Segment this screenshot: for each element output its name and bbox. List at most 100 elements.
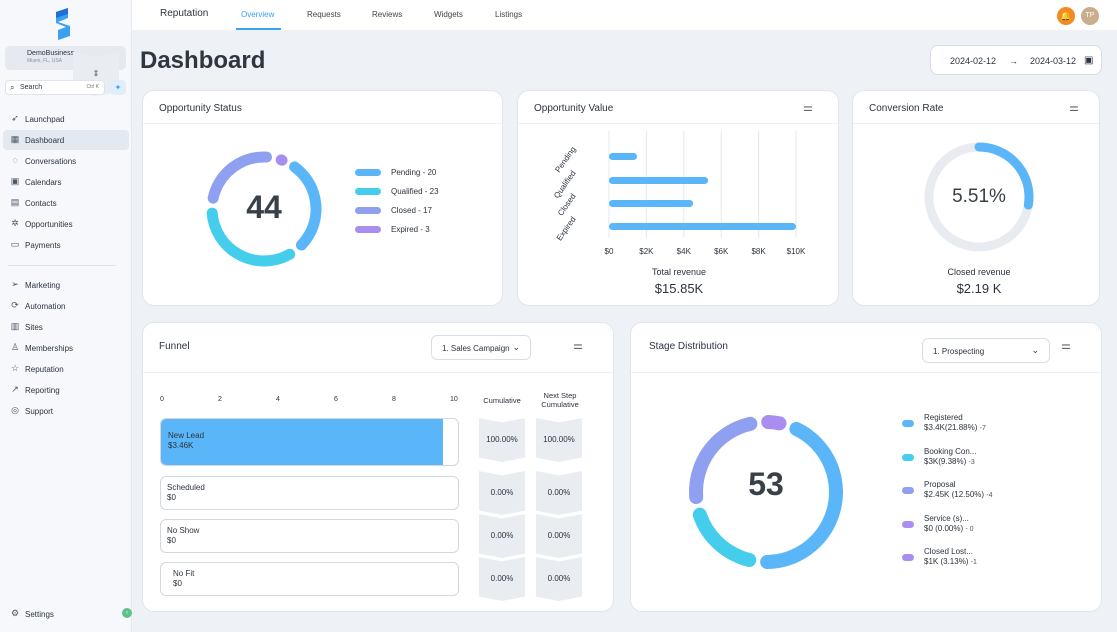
funnel-stage-name: Scheduled	[167, 483, 205, 492]
sidebar-item-label: Opportunities	[25, 220, 73, 229]
sidebar-item-label: Payments	[25, 241, 61, 250]
donut-segment	[689, 414, 843, 569]
avatar[interactable]: TP	[1081, 7, 1099, 25]
search-icon: ⌕	[10, 83, 15, 92]
account-switcher[interactable]: DemoBusiness Miami, FL, USA ⇕	[5, 46, 126, 96]
card-title: Stage Distribution	[649, 341, 728, 352]
column-header-line: Next Step	[543, 391, 577, 400]
card-divider	[143, 372, 613, 373]
y-category-label: Expired	[555, 215, 578, 242]
axis-tick: 8	[392, 396, 396, 403]
sidebar-item-reporting[interactable]: ↗ Reporting	[3, 380, 129, 400]
total-revenue-label: Total revenue	[651, 267, 707, 277]
chevron-down-icon: ⌄	[512, 342, 520, 352]
filter-sliders-icon[interactable]: ⚌	[803, 102, 813, 114]
send-icon: ➢	[11, 279, 19, 289]
funnel-stage: No Show $0	[167, 526, 199, 546]
quick-action-button[interactable]: ✦	[110, 80, 126, 95]
sidebar-item-opportunities[interactable]: ✲ Opportunities	[3, 214, 129, 234]
cumulative-cell: 100.00%	[479, 418, 525, 462]
next-step-cell: 0.00%	[536, 514, 582, 558]
tab-reviews[interactable]: Reviews	[372, 10, 403, 19]
column-header-line: Cumulative	[541, 400, 579, 409]
sidebar-item-contacts[interactable]: ▤ Contacts	[3, 193, 129, 213]
sidebar-item-conversations[interactable]: ◌ Conversations	[3, 151, 129, 171]
tab-requests[interactable]: Requests	[307, 10, 341, 19]
axis-tick: 6	[334, 396, 338, 403]
legend-swatch	[902, 420, 914, 427]
collapse-sidebar-button[interactable]: ‹	[122, 608, 132, 618]
legend-detail: $2.45K (12.50%)	[924, 490, 985, 499]
filter-sliders-icon[interactable]: ⚌	[573, 340, 583, 352]
payments-icon: ▭	[10, 239, 20, 249]
conversion-rate-card: Conversion Rate ⚌ 5.51% Closed revenue $…	[852, 90, 1100, 306]
sidebar-item-label: Automation	[25, 302, 66, 311]
date-range-picker[interactable]: 2024-02-12 → 2024-03-12 ▣	[930, 45, 1102, 75]
sidebar-item-label: Reputation	[25, 365, 64, 374]
sidebar-item-payments[interactable]: ▭ Payments	[3, 235, 129, 255]
sidebar-item-automation[interactable]: ⟳ Automation	[3, 296, 129, 316]
sidebar-item-settings[interactable]: ⚙ Settings	[3, 604, 129, 624]
sparkle-icon: ✦	[114, 83, 122, 92]
sidebar-item-label: Marketing	[25, 281, 61, 290]
next-step-cell: 0.00%	[536, 557, 582, 601]
sidebar-item-reputation[interactable]: ☆ Reputation	[3, 359, 129, 379]
next-step-cell: 0.00%	[536, 471, 582, 515]
sidebar-item-label: Dashboard	[25, 136, 65, 145]
legend-name: Closed Lost...	[924, 547, 973, 556]
funnel-stage-name: No Fit	[173, 569, 195, 578]
sidebar-item-label: Contacts	[25, 199, 57, 208]
y-category-label: Pending	[553, 145, 577, 174]
sidebar-item-marketing[interactable]: ➢ Marketing	[3, 275, 129, 295]
tab-listings[interactable]: Listings	[495, 10, 523, 19]
legend-swatch	[902, 521, 914, 528]
rocket-icon: ➶	[11, 113, 19, 123]
search-input[interactable]: ⌕ Search Ctrl K	[5, 80, 105, 95]
sidebar-item-label: Reporting	[25, 386, 60, 395]
legend-swatch	[902, 454, 914, 461]
page-title: Dashboard	[140, 47, 266, 74]
legend-item: Qualified - 23	[391, 187, 439, 196]
funnel-stage-name: No Show	[167, 526, 200, 535]
account-location: Miami, FL, USA	[27, 58, 63, 64]
memberships-icon: ♙	[10, 342, 20, 352]
legend-name: Service (s)...	[924, 514, 969, 523]
donut-segment	[689, 414, 843, 569]
legend-swatch	[355, 188, 381, 195]
opportunity-value-card: Opportunity Value ⚌ $0 $2K $4K $6K $8K $10K Pe…	[517, 90, 839, 306]
legend-item: Closed - 17	[391, 206, 432, 215]
tab-widgets[interactable]: Widgets	[434, 10, 463, 19]
sidebar-item-dashboard[interactable]: ▦ Dashboard	[3, 130, 129, 150]
conversion-rate-gauge	[924, 142, 1034, 252]
notifications-button[interactable]: 🔔	[1057, 7, 1075, 25]
chart-line-icon: ↗	[11, 384, 19, 394]
sidebar-item-support[interactable]: ◎ Support	[3, 401, 129, 421]
funnel-stage-value: $3.46K	[168, 441, 194, 450]
sidebar-item-memberships[interactable]: ♙ Memberships	[3, 338, 129, 358]
date-start: 2024-02-12	[950, 56, 997, 66]
filter-sliders-icon[interactable]: ⚌	[1061, 340, 1071, 352]
pipeline-stage-select[interactable]: 1. Prospecting ⌄	[922, 338, 1050, 363]
funnel-stage: Scheduled $0	[167, 483, 205, 503]
sidebar-divider	[8, 265, 116, 266]
legend-delta: -1	[970, 559, 977, 566]
opportunities-icon: ✲	[11, 218, 19, 228]
axis-tick: 4	[276, 396, 280, 403]
sidebar-item-calendars[interactable]: ▣ Calendars	[3, 172, 129, 192]
legend-detail: $3.4K(21.88%)	[924, 423, 978, 432]
legend-detail: $0 (0.00%)	[924, 524, 964, 533]
stage-distribution-donut	[689, 414, 843, 569]
sidebar-item-launchpad[interactable]: ➶ Launchpad	[3, 109, 129, 129]
legend-swatch	[902, 487, 914, 494]
bar	[609, 153, 638, 160]
x-tick-label: $2K	[639, 247, 654, 256]
arrow-right-icon: →	[1009, 56, 1018, 66]
closed-revenue-label: Closed revenue	[947, 267, 1011, 277]
tab-overview[interactable]: Overview	[241, 10, 275, 19]
calendar-icon: ▣	[10, 176, 20, 186]
legend-item: Service (s)... $0 (0.00%) - 0	[924, 514, 974, 535]
campaign-select[interactable]: 1. Sales Campaign ⌄	[431, 335, 531, 360]
sidebar-item-sites[interactable]: ▥ Sites	[3, 317, 129, 337]
legend-swatch	[355, 207, 381, 214]
filter-sliders-icon[interactable]: ⚌	[1069, 102, 1079, 114]
